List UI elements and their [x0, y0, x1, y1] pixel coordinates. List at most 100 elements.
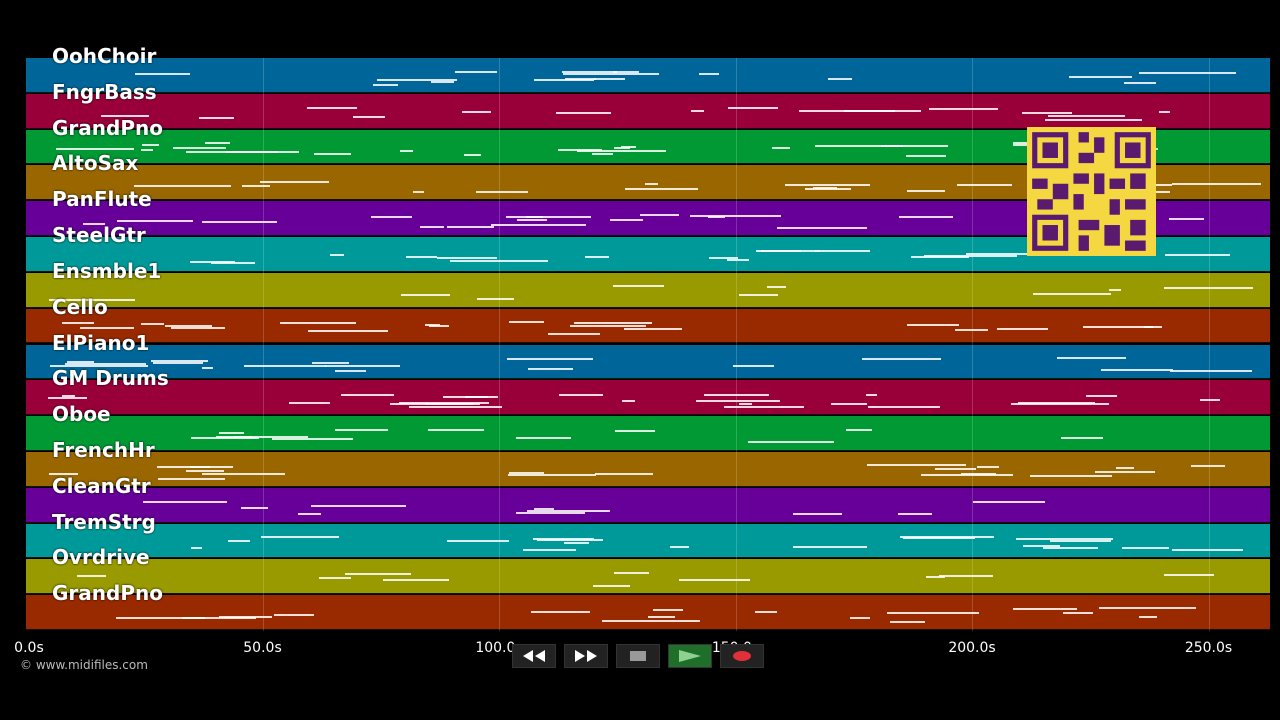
note-mark — [938, 574, 993, 577]
note-mark — [593, 584, 630, 587]
note-mark — [1082, 325, 1154, 328]
note-mark — [517, 218, 548, 221]
track-label: GrandPno — [52, 115, 163, 140]
track-label: OohChoir — [52, 44, 157, 68]
note-mark — [199, 116, 234, 119]
note-mark — [754, 610, 778, 613]
note-mark — [83, 223, 105, 226]
note-mark — [1159, 110, 1170, 113]
note-mark — [210, 261, 255, 264]
note-mark — [861, 357, 941, 360]
note-mark — [141, 322, 165, 325]
note-mark — [531, 610, 590, 613]
note-mark — [185, 469, 224, 472]
note-mark — [610, 218, 643, 221]
track-lane[interactable] — [26, 93, 1270, 129]
note-mark — [739, 294, 763, 297]
track-lane[interactable] — [26, 559, 1270, 595]
track-lane[interactable] — [26, 344, 1270, 380]
note-mark — [509, 472, 544, 475]
track-label: FngrBass — [52, 79, 157, 104]
note-mark — [507, 474, 597, 477]
note-mark — [704, 393, 770, 396]
track-label: ElPiano1 — [52, 330, 150, 355]
note-mark — [533, 507, 555, 510]
note-mark — [772, 147, 791, 150]
note-mark — [691, 110, 704, 113]
note-mark — [341, 393, 394, 396]
note-mark — [559, 394, 604, 397]
note-mark — [477, 298, 515, 301]
track-label: AltoSax — [52, 151, 139, 176]
note-mark — [1013, 607, 1078, 610]
note-mark — [898, 216, 953, 219]
note-mark — [639, 213, 680, 216]
note-mark — [890, 621, 925, 624]
note-mark — [62, 395, 75, 398]
note-mark — [475, 191, 528, 194]
note-mark — [49, 298, 136, 301]
note-mark — [325, 365, 401, 368]
note-mark — [708, 257, 739, 260]
rewind-icon — [523, 650, 545, 662]
note-mark — [527, 510, 610, 513]
note-mark — [319, 576, 352, 579]
note-mark — [65, 362, 147, 365]
note-mark — [1023, 545, 1060, 548]
note-mark — [274, 614, 314, 617]
note-mark — [1095, 471, 1155, 474]
note-mark — [533, 79, 594, 82]
note-mark — [446, 225, 495, 228]
note-mark — [1124, 82, 1156, 85]
note-mark — [344, 573, 411, 576]
play-button[interactable] — [668, 644, 712, 668]
track-label: Ovrdrive — [52, 545, 150, 570]
note-mark — [1139, 615, 1158, 618]
note-mark — [849, 617, 871, 620]
track-lane[interactable] — [26, 523, 1270, 559]
track-lane[interactable] — [26, 416, 1270, 451]
track-lane[interactable] — [26, 58, 1270, 93]
track-label: SteelGtr — [52, 223, 146, 248]
record-button[interactable] — [720, 644, 764, 668]
note-mark — [613, 572, 649, 575]
time-tick-label: 250.0s — [1184, 640, 1233, 656]
note-mark — [1069, 75, 1133, 78]
note-mark — [133, 185, 232, 188]
note-mark — [900, 536, 994, 539]
track-lane[interactable] — [26, 308, 1270, 344]
note-mark — [528, 367, 573, 370]
track-lane[interactable] — [26, 595, 1270, 630]
note-mark — [242, 184, 271, 187]
note-mark — [430, 80, 455, 83]
note-mark — [621, 145, 636, 148]
note-mark — [670, 546, 689, 549]
note-mark — [1122, 547, 1169, 550]
note-mark — [929, 107, 999, 110]
note-mark — [1099, 607, 1197, 610]
note-mark — [289, 402, 331, 405]
time-gridline — [499, 58, 500, 631]
note-mark — [698, 73, 720, 76]
note-mark — [1115, 466, 1135, 469]
track-lane[interactable] — [26, 487, 1270, 523]
note-mark — [557, 149, 602, 152]
note-mark — [613, 70, 639, 73]
qr-code[interactable] — [1027, 127, 1156, 256]
note-mark — [563, 72, 660, 75]
fast-forward-button[interactable] — [564, 644, 608, 668]
note-mark — [696, 400, 780, 403]
track-lane[interactable] — [26, 380, 1270, 416]
note-mark — [334, 369, 367, 372]
track-lane[interactable] — [26, 272, 1270, 308]
rewind-button[interactable] — [512, 644, 556, 668]
note-mark — [614, 429, 656, 432]
time-tick-label: 200.0s — [948, 640, 996, 656]
note-mark — [923, 255, 1017, 258]
note-mark — [584, 255, 609, 258]
note-mark — [172, 147, 226, 150]
stop-button[interactable] — [616, 644, 660, 668]
note-mark — [419, 226, 444, 229]
note-mark — [506, 215, 591, 218]
track-lane[interactable] — [26, 451, 1270, 487]
